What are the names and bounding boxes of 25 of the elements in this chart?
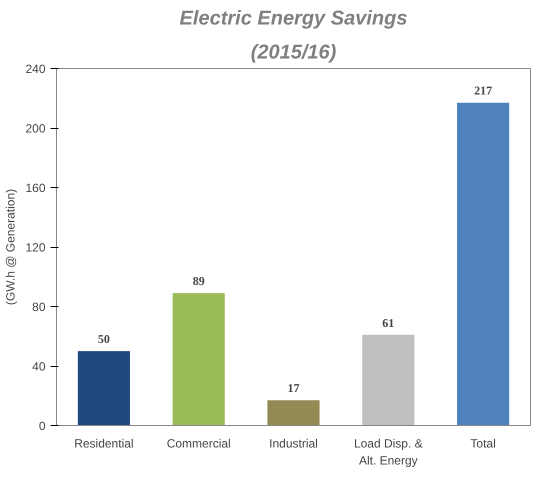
data-label: 89 (192, 274, 205, 288)
bar (78, 351, 130, 426)
y-tick-label: 40 (32, 360, 46, 374)
x-tick-label: Residential (74, 436, 134, 450)
x-tick-label: Industrial (269, 436, 318, 450)
x-tick-label: Load Disp. & Alt. Energy (354, 436, 423, 468)
y-tick-label: 160 (25, 181, 46, 195)
data-label: 17 (288, 381, 300, 396)
bar (172, 293, 225, 426)
y-tick-label: 120 (25, 240, 46, 254)
x-tick-label: Commercial (166, 436, 231, 450)
y-tick-label: 200 (25, 122, 46, 136)
y-axis-title: (GW.h @ Generation) (3, 188, 18, 306)
y-tick-label: 0 (38, 419, 46, 433)
bar (267, 400, 320, 426)
y-tick-label: 240 (25, 62, 46, 76)
data-label: 61 (382, 316, 394, 330)
chart-subtitle: (2015/16) (250, 42, 337, 64)
bar (457, 102, 510, 426)
x-tick-label: Total (470, 436, 496, 450)
bar (362, 334, 414, 426)
data-label: 50 (98, 332, 110, 346)
data-label: 217 (474, 84, 492, 98)
y-tick-label: 80 (32, 300, 46, 314)
chart-title: Electric Energy Savings (180, 8, 408, 30)
